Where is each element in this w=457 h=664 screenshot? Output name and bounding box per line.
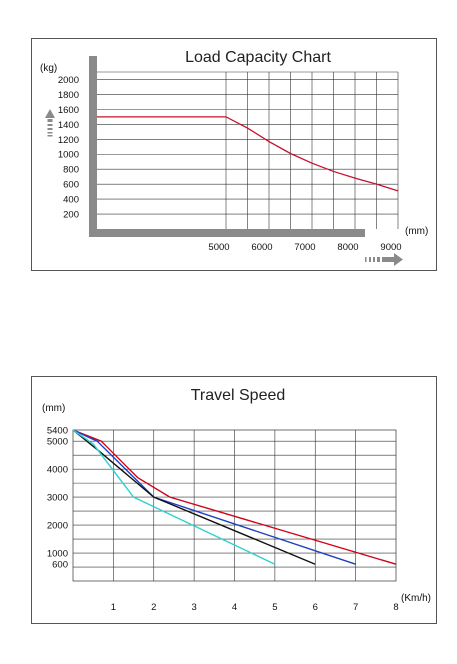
x-tick-label: 2 xyxy=(151,602,156,613)
arrow-up-icon xyxy=(45,109,55,137)
x-tick-label: 7 xyxy=(353,602,358,613)
y-tick-label: 800 xyxy=(63,165,79,176)
y-tick-label: 2000 xyxy=(58,75,79,86)
y-tick-label: 1600 xyxy=(58,105,79,116)
y-tick-label: 4000 xyxy=(47,465,68,476)
x-axis-ticks: 5000 6000 7000 8000 9000 xyxy=(208,242,401,253)
series-line-speed xyxy=(72,429,316,565)
chart-grid xyxy=(97,71,399,229)
y-tick-label: 600 xyxy=(52,560,68,571)
x-tick-label: 9000 xyxy=(380,242,401,253)
y-tick-label: 5400 xyxy=(47,426,68,437)
load-capacity-panel: Load Capacity Chart 2000 1800 1600 1400 1200… xyxy=(31,38,437,271)
y-tick-label: 2000 xyxy=(47,521,68,532)
x-tick-label: 6 xyxy=(313,602,318,613)
load-capacity-chart: Load Capacity Chart 2000 1800 1600 1400 1200… xyxy=(40,49,428,266)
series-line-load xyxy=(97,116,399,192)
series-group xyxy=(97,116,399,192)
travel-speed-panel: Travel Speed 5400 5000 4000 3000 2000 1000 600… xyxy=(31,376,437,624)
x-tick-label: 4 xyxy=(232,602,237,613)
x-tick-label: 7000 xyxy=(294,242,315,253)
x-tick-label: 5000 xyxy=(208,242,229,253)
chart-title: Load Capacity Chart xyxy=(185,49,331,66)
series-line-speed xyxy=(72,429,356,565)
y-tick-label: 1000 xyxy=(58,150,79,161)
y-tick-label: 3000 xyxy=(47,493,68,504)
y-tick-label: 5000 xyxy=(47,437,68,448)
x-axis-label: (mm) xyxy=(405,226,428,237)
y-tick-label: 1400 xyxy=(58,120,79,131)
fork-bar xyxy=(89,229,365,237)
y-tick-label: 1000 xyxy=(47,549,68,560)
y-axis-ticks: 2000 1800 1600 1400 1200 1000 800 600 400 200 xyxy=(58,75,79,221)
x-tick-label: 8 xyxy=(393,602,398,613)
x-axis-ticks: 1 2 3 4 5 6 7 8 xyxy=(111,602,399,613)
x-tick-label: 3 xyxy=(191,602,196,613)
y-tick-label: 1800 xyxy=(58,90,79,101)
arrow-right-icon xyxy=(365,253,403,266)
series-group xyxy=(72,429,397,565)
y-tick-label: 400 xyxy=(63,195,79,206)
series-line-speed xyxy=(72,429,276,565)
x-tick-label: 8000 xyxy=(337,242,358,253)
chart-grid xyxy=(72,429,397,582)
y-tick-label: 600 xyxy=(63,180,79,191)
x-axis-label: (Km/h) xyxy=(401,593,431,604)
y-axis-label: (kg) xyxy=(40,63,57,74)
x-tick-label: 5 xyxy=(272,602,277,613)
mast-bar xyxy=(89,58,97,236)
y-axis-label: (mm) xyxy=(42,403,65,414)
series-line-speed xyxy=(72,429,397,565)
y-tick-label: 200 xyxy=(63,210,79,221)
chart-title: Travel Speed xyxy=(191,387,286,404)
x-tick-label: 6000 xyxy=(251,242,272,253)
y-tick-label: 1200 xyxy=(58,135,79,146)
x-tick-label: 1 xyxy=(111,602,116,613)
